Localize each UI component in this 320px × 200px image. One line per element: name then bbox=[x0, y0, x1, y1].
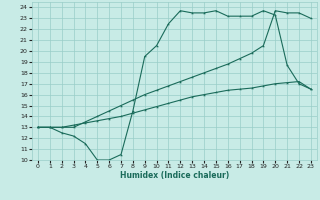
X-axis label: Humidex (Indice chaleur): Humidex (Indice chaleur) bbox=[120, 171, 229, 180]
